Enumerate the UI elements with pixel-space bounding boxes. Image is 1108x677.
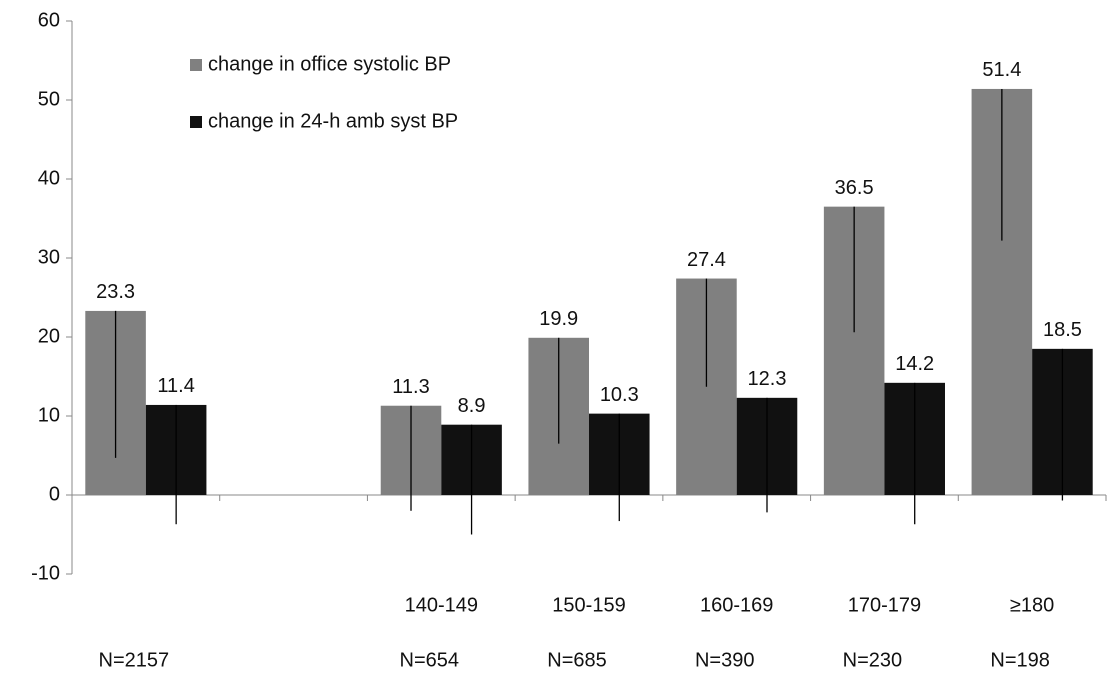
y-tick-label: 10	[38, 404, 60, 426]
value-label: 19.9	[539, 308, 578, 330]
value-label: 12.3	[748, 368, 787, 390]
n-label: N=685	[547, 649, 607, 671]
x-tick-label: 170-179	[848, 594, 921, 616]
value-label: 36.5	[835, 177, 874, 199]
y-tick-label: 50	[38, 88, 60, 110]
value-label: 11.3	[392, 376, 429, 398]
legend-swatch	[190, 59, 202, 71]
value-label: 23.3	[96, 281, 135, 303]
y-tick-label: 40	[38, 167, 60, 189]
n-label: N=198	[990, 649, 1050, 671]
value-label: 51.4	[982, 59, 1021, 81]
n-label: N=230	[843, 649, 903, 671]
x-tick-label: 140-149	[405, 594, 478, 616]
x-tick-label: ≥180	[1010, 594, 1054, 616]
value-label: 27.4	[687, 249, 726, 271]
value-label: 14.2	[895, 353, 934, 375]
legend-swatch	[190, 116, 202, 128]
y-tick-label: -10	[31, 562, 60, 584]
n-label: N=390	[695, 649, 755, 671]
legend-label: change in 24-h amb syst BP	[208, 110, 458, 132]
n-label: N=2157	[99, 649, 170, 671]
n-label: N=654	[400, 649, 460, 671]
y-tick-label: 0	[49, 483, 60, 505]
x-tick-label: 160-169	[700, 594, 773, 616]
legend-label: change in office systolic BP	[208, 53, 451, 75]
y-tick-label: 30	[38, 246, 60, 268]
x-tick-label: 150-159	[552, 594, 625, 616]
value-label: 11.4	[157, 375, 194, 397]
value-label: 18.5	[1043, 319, 1082, 341]
y-tick-label: 60	[38, 9, 60, 31]
y-tick-label: 20	[38, 325, 60, 347]
value-label: 8.9	[458, 395, 486, 417]
value-label: 10.3	[600, 384, 639, 406]
